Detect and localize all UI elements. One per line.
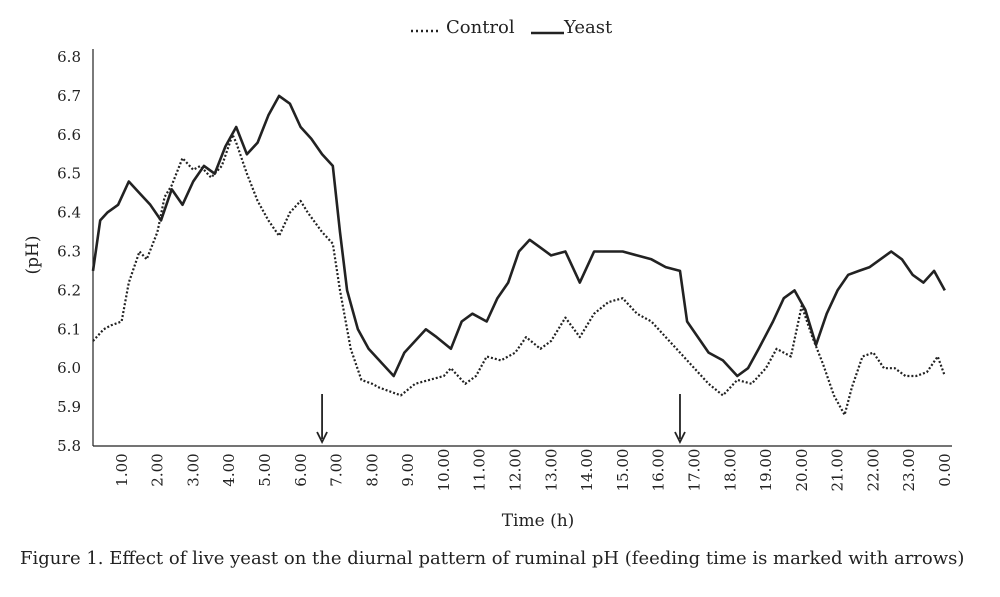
x-tick-label: 21.00 xyxy=(829,449,847,492)
y-tick-label: 6.5 xyxy=(57,165,81,183)
y-tick-label: 6.3 xyxy=(57,243,81,261)
series-control-line xyxy=(92,133,946,416)
x-tick-label: 9.00 xyxy=(399,453,417,486)
y-tick-label: 6.7 xyxy=(57,87,81,105)
x-tick-label: 13.00 xyxy=(542,449,560,492)
y-tick-label: 5.8 xyxy=(57,437,81,455)
x-tick-label: 4.00 xyxy=(220,453,238,486)
x-tick-label: 16.00 xyxy=(650,449,668,492)
x-axis-title: Time (h) xyxy=(502,511,575,531)
x-tick-label: 10.00 xyxy=(435,449,453,492)
figure-caption: Figure 1. Effect of live yeast on the di… xyxy=(20,548,965,569)
x-tick-label: 12.00 xyxy=(507,449,525,492)
legend: Control Yeast xyxy=(411,17,613,38)
series-yeast-line xyxy=(91,94,946,378)
x-tick-label: 2.00 xyxy=(149,453,167,486)
legend-control-label: Control xyxy=(446,17,515,38)
y-tick-label: 6.4 xyxy=(57,204,81,222)
y-tick-label: 6.1 xyxy=(57,320,81,338)
feeding-arrows xyxy=(316,394,686,445)
y-axis-title: (pH) xyxy=(23,236,43,275)
y-tick-label: 6.6 xyxy=(57,126,81,144)
x-tick-label: 23.00 xyxy=(900,449,918,492)
axes xyxy=(92,49,952,447)
x-tick-label: 0.00 xyxy=(936,453,954,486)
x-tick-label: 5.00 xyxy=(256,453,274,486)
x-tick-labels: 1.00 2.00 3.00 4.00 5.00 6.00 7.00 8.00 9.00 10.0… xyxy=(113,449,954,492)
x-tick-label: 1.00 xyxy=(113,453,131,486)
x-tick-label: 3.00 xyxy=(184,453,202,486)
x-tick-label: 19.00 xyxy=(757,449,775,492)
series-layer xyxy=(91,94,946,416)
x-tick-label: 15.00 xyxy=(614,449,632,492)
y-tick-label: 6.0 xyxy=(57,359,81,377)
y-tick-label: 5.9 xyxy=(57,398,81,416)
y-tick-label: 6.2 xyxy=(57,281,81,299)
x-tick-label: 7.00 xyxy=(328,453,346,486)
y-tick-label: 6.8 xyxy=(57,48,81,66)
feeding-arrow-head xyxy=(674,431,686,445)
y-tick-labels: 5.8 5.9 6.0 6.1 6.2 6.3 6.4 6.5 6.6 6.7 6.8 xyxy=(57,48,81,455)
x-tick-label: 8.00 xyxy=(363,453,381,486)
x-tick-label: 17.00 xyxy=(685,449,703,492)
x-tick-label: 18.00 xyxy=(721,449,739,492)
legend-yeast-label: Yeast xyxy=(563,17,613,38)
x-tick-label: 6.00 xyxy=(292,453,310,486)
x-tick-label: 14.00 xyxy=(578,449,596,492)
x-tick-label: 11.00 xyxy=(471,449,489,492)
x-tick-label: 22.00 xyxy=(864,449,882,492)
x-tick-label: 20.00 xyxy=(793,449,811,492)
feeding-arrow-head xyxy=(316,431,328,445)
